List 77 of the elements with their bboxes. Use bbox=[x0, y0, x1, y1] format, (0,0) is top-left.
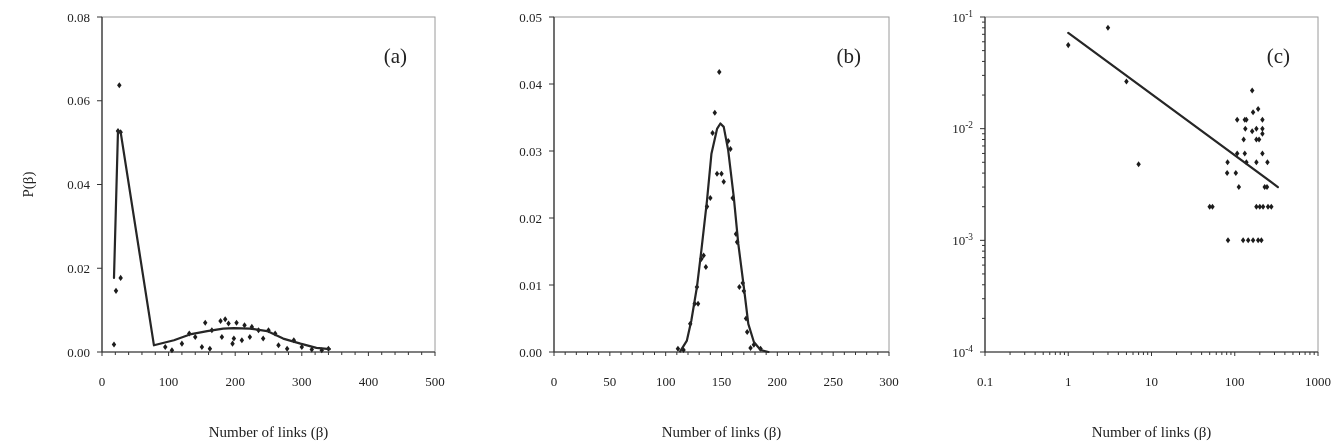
y-tick-label: 10$^{-1}$ bbox=[952, 8, 974, 25]
point bbox=[111, 341, 117, 348]
x-tick-label: 100 bbox=[158, 374, 179, 389]
y-tick-label: 0.02 bbox=[67, 260, 90, 276]
y-tick-label: 0.03 bbox=[519, 143, 542, 159]
x-tick-label: 300 bbox=[292, 374, 312, 389]
x-tick-label: 10 bbox=[1145, 374, 1158, 389]
point bbox=[113, 287, 119, 294]
y-axis-title: P(β) bbox=[20, 171, 37, 198]
y-tick-label: 0.02 bbox=[519, 210, 542, 226]
y-tick-label: 0.06 bbox=[67, 93, 91, 109]
point bbox=[247, 333, 253, 340]
annotation: (b) bbox=[836, 44, 861, 68]
y-tick-label: 10$^{-2}$ bbox=[952, 120, 974, 137]
line-series bbox=[112, 129, 331, 351]
annotation: (c) bbox=[1266, 44, 1290, 68]
x-tick-label: 300 bbox=[879, 374, 899, 389]
x-axis-title: Number of links (β) bbox=[1091, 424, 1212, 441]
point bbox=[169, 347, 175, 354]
point bbox=[226, 320, 231, 327]
point bbox=[231, 335, 237, 342]
point bbox=[203, 319, 208, 326]
y-tick-label: 0.08 bbox=[67, 9, 90, 25]
x-tick-label: 50 bbox=[603, 374, 617, 389]
point bbox=[719, 170, 724, 177]
x-tick-label: 400 bbox=[358, 374, 379, 389]
x-tick-label: 100 bbox=[655, 374, 676, 389]
y-tick-label: 0.01 bbox=[519, 277, 542, 293]
point bbox=[193, 333, 198, 340]
x-axis-title: Number of links (β) bbox=[208, 424, 329, 441]
x-tick-label: 1 bbox=[1065, 374, 1072, 389]
point bbox=[276, 342, 281, 349]
point bbox=[748, 344, 753, 351]
point bbox=[199, 343, 205, 350]
point bbox=[179, 340, 185, 347]
point bbox=[207, 345, 213, 352]
x-tick-label: 0 bbox=[98, 374, 106, 389]
y-tick-label: 0.04 bbox=[67, 177, 91, 192]
point bbox=[744, 328, 750, 335]
y-tick-label: 0.05 bbox=[519, 9, 542, 25]
y-tick-label: 0.00 bbox=[67, 344, 90, 360]
x-tick-label: 250 bbox=[823, 374, 843, 389]
point bbox=[309, 346, 315, 353]
x-tick-label: 500 bbox=[425, 374, 445, 389]
point bbox=[219, 333, 225, 340]
point bbox=[717, 68, 722, 75]
point bbox=[695, 300, 701, 307]
point bbox=[703, 263, 709, 270]
x-tick-label: 200 bbox=[767, 374, 788, 389]
y-tick-label: 0.00 bbox=[519, 344, 542, 360]
y-tick-label: 0.04 bbox=[519, 76, 543, 92]
point bbox=[675, 345, 681, 352]
point bbox=[284, 345, 290, 352]
x-tick-label: 1000 bbox=[1305, 374, 1331, 389]
x-axis-title: Number of links (β) bbox=[661, 424, 782, 441]
point bbox=[117, 82, 122, 89]
point bbox=[721, 178, 726, 185]
point bbox=[230, 340, 235, 347]
point bbox=[714, 170, 720, 177]
point bbox=[163, 343, 168, 350]
point bbox=[234, 319, 239, 326]
x-tick-label: 0.1 bbox=[976, 374, 994, 389]
x-tick-label: 100 bbox=[1225, 374, 1245, 389]
point bbox=[710, 129, 715, 136]
point bbox=[118, 274, 123, 281]
x-tick-label: 0 bbox=[550, 374, 558, 389]
x-tick-label: 150 bbox=[711, 374, 732, 389]
point bbox=[260, 335, 266, 342]
annotation: (a) bbox=[383, 44, 407, 68]
point bbox=[242, 322, 247, 329]
y-tick-label: 10$^{-3}$ bbox=[952, 231, 974, 248]
x-tick-label: 200 bbox=[225, 374, 245, 389]
point bbox=[239, 337, 245, 344]
y-tick-label: 10$^{-4}$ bbox=[952, 343, 974, 360]
point bbox=[222, 316, 228, 323]
point bbox=[708, 194, 713, 201]
point bbox=[712, 109, 718, 116]
